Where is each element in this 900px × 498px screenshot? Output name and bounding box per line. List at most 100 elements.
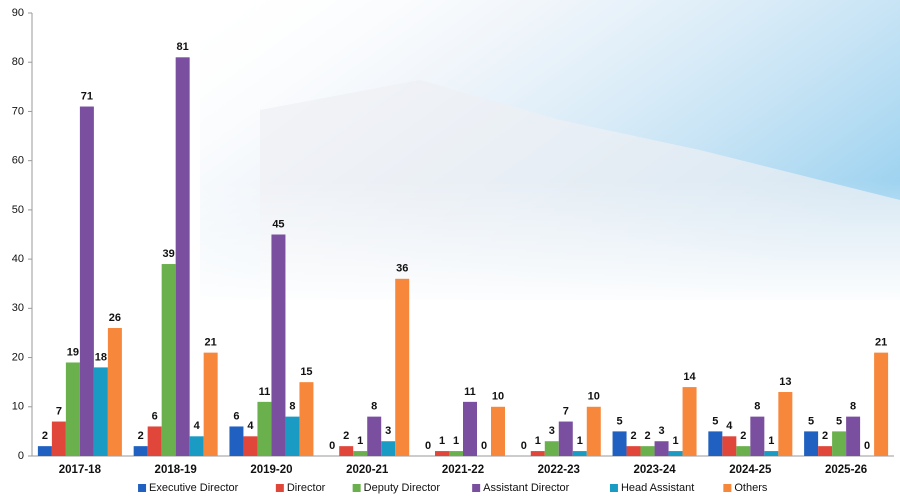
value-label: 3 bbox=[549, 425, 555, 437]
value-label: 5 bbox=[808, 415, 814, 427]
bar bbox=[804, 431, 819, 456]
value-label: 1 bbox=[535, 435, 541, 447]
bar bbox=[381, 441, 396, 456]
bar bbox=[736, 446, 751, 456]
x-tick-label: 2025-26 bbox=[825, 464, 867, 476]
x-tick-label: 2020-21 bbox=[346, 464, 389, 476]
bar bbox=[722, 436, 737, 456]
value-label: 5 bbox=[616, 415, 622, 427]
x-tick-label: 2022-23 bbox=[538, 464, 580, 476]
legend-swatch bbox=[352, 484, 361, 492]
bar bbox=[299, 382, 314, 456]
value-label: 0 bbox=[521, 440, 527, 452]
value-label: 1 bbox=[577, 435, 583, 447]
value-label: 5 bbox=[712, 415, 718, 427]
value-label: 10 bbox=[588, 391, 600, 403]
value-label: 7 bbox=[563, 405, 569, 417]
legend-swatch bbox=[275, 484, 284, 492]
value-label: 5 bbox=[836, 415, 842, 427]
legend-label: Director bbox=[287, 482, 326, 494]
x-tick-label: 2019-20 bbox=[250, 464, 292, 476]
x-tick-label: 2021-22 bbox=[442, 464, 484, 476]
value-label: 4 bbox=[726, 420, 733, 432]
value-label: 39 bbox=[163, 248, 175, 260]
bar bbox=[818, 446, 833, 456]
bar bbox=[586, 406, 601, 456]
bar bbox=[133, 446, 148, 456]
bar bbox=[353, 451, 368, 456]
value-label: 3 bbox=[658, 425, 664, 437]
value-label: 21 bbox=[205, 337, 217, 349]
bar bbox=[558, 421, 573, 456]
bar bbox=[37, 446, 52, 456]
bar bbox=[572, 451, 587, 456]
bar bbox=[65, 362, 80, 456]
y-tick-label: 40 bbox=[12, 253, 24, 265]
bar bbox=[626, 446, 641, 456]
bar bbox=[395, 278, 410, 456]
value-label: 8 bbox=[754, 401, 760, 413]
bar bbox=[51, 421, 66, 456]
bar bbox=[612, 431, 627, 456]
bar bbox=[93, 367, 108, 456]
legend-label: Deputy Director bbox=[364, 482, 441, 494]
value-label: 10 bbox=[492, 391, 504, 403]
value-label: 26 bbox=[109, 312, 121, 324]
bar bbox=[161, 264, 176, 456]
x-tick-label: 2018-19 bbox=[155, 464, 197, 476]
bar bbox=[147, 426, 162, 456]
y-tick-label: 30 bbox=[12, 302, 24, 314]
value-label: 45 bbox=[272, 218, 284, 230]
value-label: 15 bbox=[300, 366, 312, 378]
value-label: 0 bbox=[481, 440, 487, 452]
value-label: 0 bbox=[329, 440, 335, 452]
value-label: 1 bbox=[768, 435, 774, 447]
value-label: 4 bbox=[247, 420, 254, 432]
value-label: 1 bbox=[672, 435, 678, 447]
value-label: 13 bbox=[779, 376, 791, 388]
value-label: 14 bbox=[683, 371, 696, 383]
value-label: 2 bbox=[822, 430, 828, 442]
value-label: 11 bbox=[464, 386, 476, 398]
legend-swatch bbox=[472, 484, 481, 492]
bar bbox=[530, 451, 545, 456]
bar bbox=[654, 441, 669, 456]
bar bbox=[874, 352, 889, 456]
bar bbox=[271, 234, 286, 456]
bar bbox=[544, 441, 559, 456]
bar bbox=[257, 401, 272, 456]
y-tick-label: 0 bbox=[18, 450, 24, 462]
bar bbox=[668, 451, 683, 456]
bar bbox=[367, 416, 382, 456]
x-tick-label: 2023-24 bbox=[633, 464, 676, 476]
y-tick-label: 80 bbox=[12, 56, 24, 68]
y-tick-label: 50 bbox=[12, 204, 24, 216]
value-label: 2 bbox=[42, 430, 48, 442]
value-label: 1 bbox=[439, 435, 445, 447]
value-label: 21 bbox=[875, 337, 887, 349]
value-label: 11 bbox=[259, 386, 271, 398]
bar bbox=[243, 436, 258, 456]
bar bbox=[435, 451, 449, 456]
legend-swatch bbox=[138, 484, 147, 492]
value-label: 2 bbox=[138, 430, 144, 442]
bar bbox=[189, 436, 204, 456]
y-tick-label: 20 bbox=[12, 351, 24, 363]
value-label: 19 bbox=[67, 346, 79, 358]
value-label: 8 bbox=[289, 401, 295, 413]
y-tick-label: 10 bbox=[12, 401, 24, 413]
value-label: 8 bbox=[371, 401, 377, 413]
bar bbox=[750, 416, 765, 456]
y-tick-label: 70 bbox=[12, 105, 24, 117]
bar bbox=[463, 401, 477, 456]
value-label: 1 bbox=[453, 435, 459, 447]
value-label: 2 bbox=[343, 430, 349, 442]
value-label: 2 bbox=[644, 430, 650, 442]
background-fade bbox=[200, 180, 900, 310]
y-tick-label: 90 bbox=[12, 7, 24, 19]
bar bbox=[708, 431, 723, 456]
bar bbox=[832, 431, 847, 456]
bar bbox=[229, 426, 244, 456]
bar bbox=[778, 392, 793, 456]
